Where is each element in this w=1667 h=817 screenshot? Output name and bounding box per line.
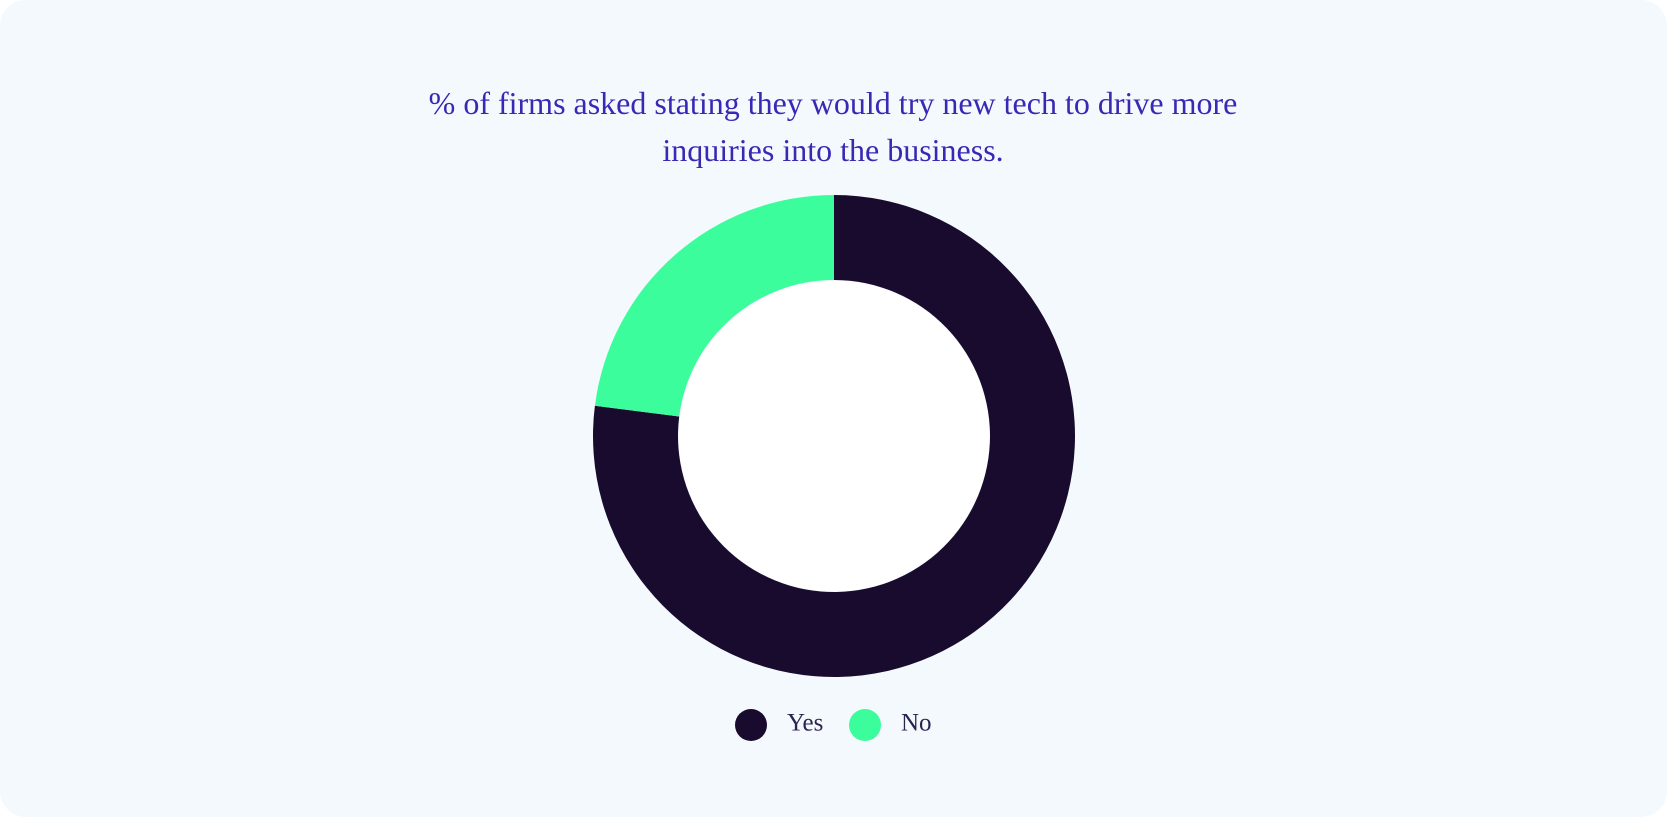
- donut-segment: [594, 195, 834, 417]
- donut-hole: [678, 280, 990, 592]
- legend-marker: [849, 709, 881, 741]
- donut-segment: [593, 195, 1076, 678]
- legend-label: Yes: [787, 710, 823, 737]
- legend-label: No: [901, 710, 932, 737]
- chart-title: % of firms asked stating they would try …: [428, 85, 1238, 168]
- legend-marker: [735, 709, 767, 741]
